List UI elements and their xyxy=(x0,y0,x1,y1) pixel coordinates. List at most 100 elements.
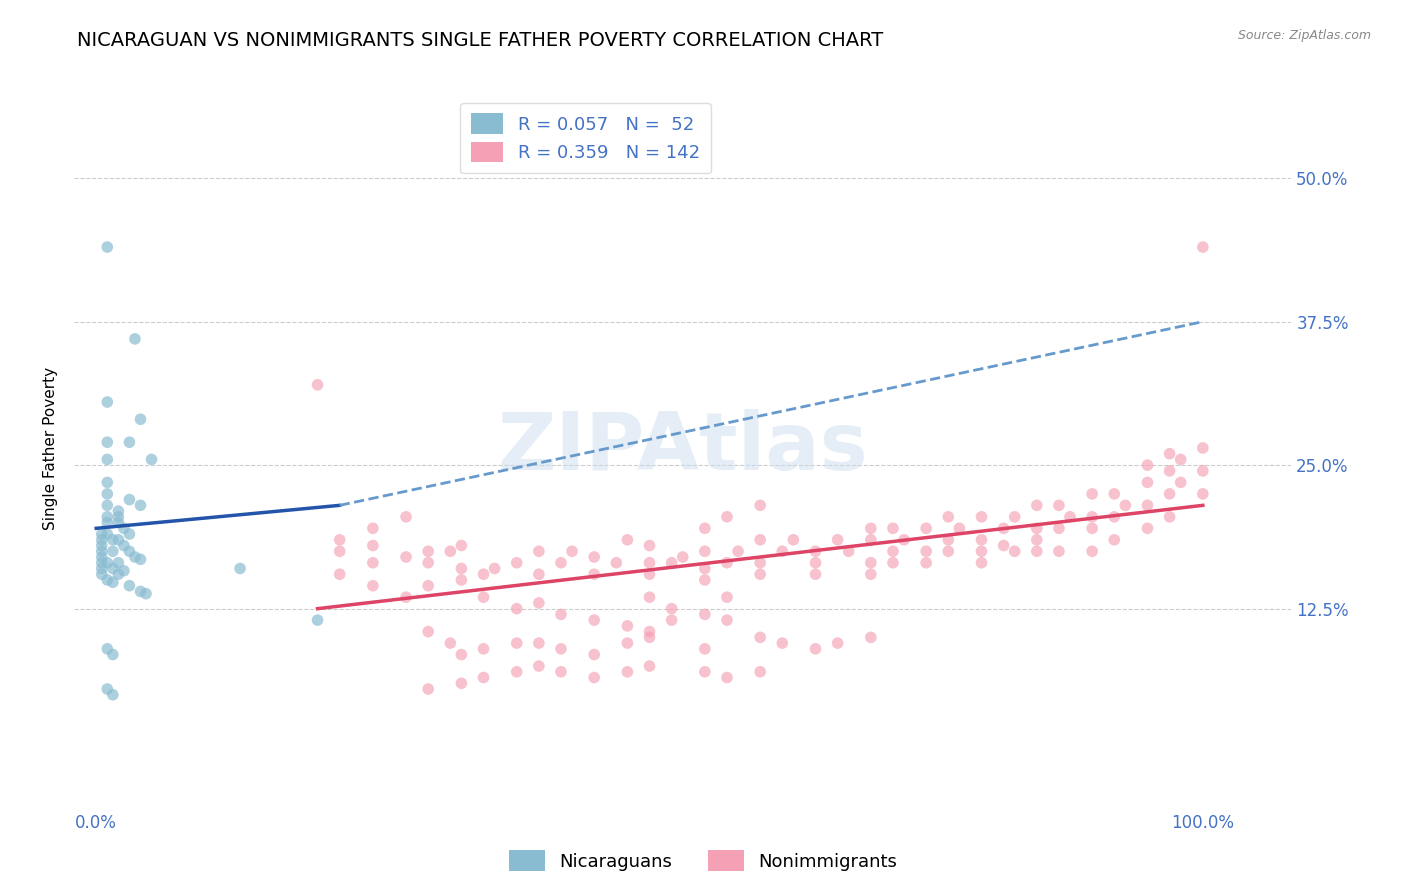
Point xyxy=(638,590,661,604)
Point xyxy=(506,636,529,650)
Point xyxy=(638,539,661,553)
Point xyxy=(804,544,827,558)
Point xyxy=(970,556,993,570)
Point xyxy=(661,556,683,570)
Point xyxy=(101,561,124,575)
Point xyxy=(583,613,606,627)
Point xyxy=(112,521,135,535)
Point xyxy=(770,636,793,650)
Point xyxy=(716,590,738,604)
Point xyxy=(96,681,118,696)
Point xyxy=(1047,544,1070,558)
Point xyxy=(395,549,418,564)
Point xyxy=(605,556,627,570)
Point xyxy=(970,533,993,547)
Point xyxy=(550,607,572,622)
Point xyxy=(395,509,418,524)
Point xyxy=(484,561,506,575)
Point xyxy=(472,567,495,582)
Point xyxy=(418,544,440,558)
Legend: R = 0.057   N =  52, R = 0.359   N = 142: R = 0.057 N = 52, R = 0.359 N = 142 xyxy=(460,103,710,173)
Point xyxy=(616,665,638,679)
Point xyxy=(118,527,141,541)
Point xyxy=(90,567,112,582)
Point xyxy=(107,516,129,530)
Point xyxy=(859,521,882,535)
Point xyxy=(1047,499,1070,513)
Point xyxy=(96,527,118,541)
Point xyxy=(716,671,738,685)
Point xyxy=(693,665,716,679)
Point xyxy=(112,564,135,578)
Point xyxy=(993,539,1015,553)
Point xyxy=(915,556,938,570)
Point xyxy=(859,631,882,645)
Point xyxy=(229,561,252,575)
Point xyxy=(361,521,384,535)
Point xyxy=(616,619,638,633)
Point xyxy=(638,567,661,582)
Point xyxy=(1136,475,1159,490)
Point xyxy=(1081,509,1104,524)
Point xyxy=(107,509,129,524)
Point xyxy=(583,671,606,685)
Point xyxy=(1136,458,1159,472)
Point xyxy=(395,590,418,604)
Point xyxy=(101,544,124,558)
Point xyxy=(96,452,118,467)
Point xyxy=(550,641,572,656)
Point xyxy=(948,521,970,535)
Point xyxy=(1004,544,1026,558)
Point xyxy=(583,648,606,662)
Point xyxy=(527,596,550,610)
Point xyxy=(638,631,661,645)
Point xyxy=(450,573,472,587)
Point xyxy=(1025,533,1047,547)
Point xyxy=(129,584,152,599)
Point xyxy=(506,665,529,679)
Point xyxy=(96,435,118,450)
Point xyxy=(307,377,329,392)
Point xyxy=(1191,240,1213,254)
Point xyxy=(450,539,472,553)
Point xyxy=(361,556,384,570)
Point xyxy=(770,544,793,558)
Point xyxy=(1025,499,1047,513)
Point xyxy=(90,556,112,570)
Point xyxy=(1081,544,1104,558)
Point xyxy=(361,539,384,553)
Point xyxy=(1159,447,1181,461)
Point xyxy=(90,533,112,547)
Point xyxy=(101,688,124,702)
Point xyxy=(1081,487,1104,501)
Point xyxy=(661,613,683,627)
Text: ZIPAtlas: ZIPAtlas xyxy=(498,409,868,487)
Point xyxy=(96,499,118,513)
Point xyxy=(361,579,384,593)
Point xyxy=(1159,509,1181,524)
Point xyxy=(418,624,440,639)
Point xyxy=(90,549,112,564)
Point xyxy=(96,395,118,409)
Point xyxy=(96,475,118,490)
Point xyxy=(882,521,904,535)
Point xyxy=(527,659,550,673)
Point xyxy=(561,544,583,558)
Point xyxy=(616,636,638,650)
Point xyxy=(129,499,152,513)
Point xyxy=(1025,521,1047,535)
Point xyxy=(936,509,959,524)
Point xyxy=(506,556,529,570)
Y-axis label: Single Father Poverty: Single Father Poverty xyxy=(44,367,58,530)
Point xyxy=(583,549,606,564)
Point xyxy=(90,544,112,558)
Point xyxy=(450,561,472,575)
Point xyxy=(96,240,118,254)
Point xyxy=(859,556,882,570)
Point xyxy=(96,556,118,570)
Point xyxy=(101,575,124,590)
Point xyxy=(727,544,749,558)
Point xyxy=(129,412,152,426)
Point xyxy=(101,648,124,662)
Point xyxy=(970,509,993,524)
